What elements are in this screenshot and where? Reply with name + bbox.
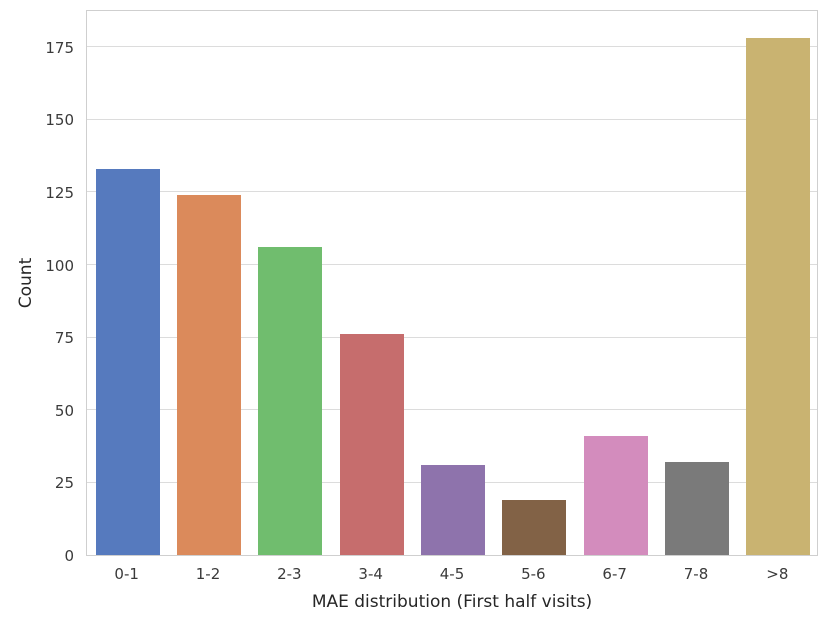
y-tick-label-175: 175 bbox=[45, 38, 74, 57]
x-tick-label-6-7: 6-7 bbox=[602, 565, 627, 583]
plot-area bbox=[86, 10, 818, 556]
x-axis-label: MAE distribution (First half visits) bbox=[311, 592, 593, 612]
x-tick-label-7-8: 7-8 bbox=[683, 565, 709, 583]
x-tick-label->8: >8 bbox=[766, 565, 789, 583]
gridline-175 bbox=[87, 46, 817, 48]
bar->8 bbox=[746, 38, 810, 555]
y-tick-label-0: 0 bbox=[64, 547, 74, 565]
y-tick-label-25: 25 bbox=[54, 474, 74, 493]
bar-0-1 bbox=[96, 168, 160, 555]
gridline-100 bbox=[87, 264, 817, 266]
bar-3-4 bbox=[340, 334, 404, 555]
gridline-125 bbox=[87, 191, 817, 193]
x-tick-label-5-6: 5-6 bbox=[521, 565, 546, 583]
gridline-50 bbox=[87, 409, 817, 411]
x-tick-label-2-3: 2-3 bbox=[277, 565, 302, 583]
y-tick-label-150: 150 bbox=[45, 111, 74, 130]
bar-4-5 bbox=[421, 464, 485, 555]
gridline-150 bbox=[87, 118, 817, 120]
x-tick-label-0-1: 0-1 bbox=[114, 565, 139, 583]
y-tick-label-50: 50 bbox=[54, 401, 74, 420]
y-tick-label-75: 75 bbox=[54, 329, 74, 348]
bar-2-3 bbox=[258, 247, 322, 555]
y-tick-label-125: 125 bbox=[45, 183, 74, 202]
x-tick-label-1-2: 1-2 bbox=[195, 565, 221, 583]
x-tick-label-4-5: 4-5 bbox=[439, 565, 465, 583]
gridline-75 bbox=[87, 336, 817, 338]
x-tick-label-3-4: 3-4 bbox=[358, 565, 383, 583]
bar-6-7 bbox=[584, 435, 648, 555]
bar-7-8 bbox=[665, 462, 729, 555]
bar-1-2 bbox=[177, 194, 241, 555]
y-tick-label-100: 100 bbox=[45, 256, 74, 275]
bar-5-6 bbox=[502, 499, 566, 555]
